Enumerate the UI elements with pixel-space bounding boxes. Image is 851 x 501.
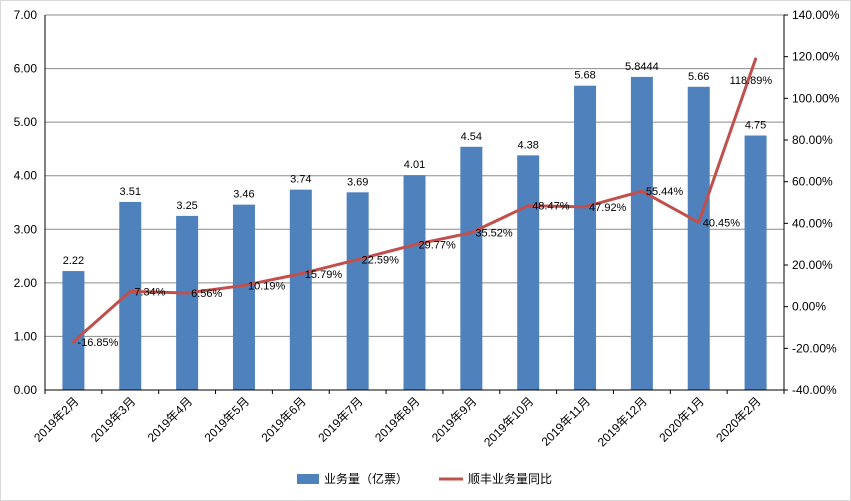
line-value-label: 6.56%: [191, 288, 222, 300]
y-right-tick-label: 20.00%: [792, 258, 833, 272]
line-point: [413, 243, 416, 247]
legend-label-bar: 业务量（亿票）: [324, 471, 408, 486]
bar: [289, 189, 312, 390]
x-tick-label: 2019年12月: [595, 394, 650, 449]
line-point: [526, 204, 530, 208]
y-left-tick-label: 1.00: [14, 329, 38, 343]
line-point: [583, 205, 587, 209]
bar: [62, 271, 85, 390]
line-point: [469, 231, 473, 235]
y-right-tick-label: -20.00%: [792, 341, 837, 355]
bar: [574, 85, 597, 390]
bar-value-label: 4.01: [404, 159, 425, 171]
bar-value-label: 2.22: [63, 255, 84, 267]
line-point: [356, 258, 360, 262]
x-tick-label: 2019年11月: [539, 394, 594, 449]
y-left-tick-label: 0.00: [14, 383, 38, 397]
bar: [630, 76, 653, 391]
y-right-tick-label: 0.00%: [792, 300, 826, 314]
bar-value-label: 5.66: [688, 71, 709, 83]
bar-series: [62, 76, 767, 391]
bar: [232, 204, 255, 390]
line-value-label: 15.79%: [305, 269, 343, 281]
line-point: [242, 283, 246, 287]
y-left-tick-label: 7.00: [14, 8, 38, 22]
bar: [346, 192, 369, 390]
line-point: [640, 189, 644, 193]
line-value-label: -16.85%: [77, 337, 118, 349]
bar-value-label: 3.51: [120, 186, 141, 198]
bar: [744, 135, 767, 390]
y-left-tick-label: 6.00: [14, 62, 38, 76]
line-point: [71, 340, 75, 344]
y-left-tick-label: 2.00: [14, 276, 38, 290]
x-tick-label: 2019年3月: [88, 394, 138, 444]
line-point: [185, 291, 189, 295]
bar: [403, 175, 426, 390]
x-tick-label: 2019年7月: [315, 394, 365, 444]
bar-value-label: 3.25: [176, 200, 197, 212]
line-value-label: 35.52%: [475, 228, 513, 240]
x-tick-label: 2020年2月: [713, 394, 763, 444]
x-tick-label: 2019年8月: [372, 394, 422, 444]
y-left-tick-label: 3.00: [14, 222, 38, 236]
legend: 业务量（亿票） 顺丰业务量同比: [297, 471, 552, 486]
bar: [119, 201, 142, 390]
y-left-tick-label: 4.00: [14, 169, 38, 183]
line-value-label: 29.77%: [419, 240, 457, 252]
line-point: [697, 220, 701, 224]
bar-value-label: 5.8444: [625, 61, 659, 73]
x-tick-label: 2019年10月: [481, 394, 536, 449]
line-value-label: 47.92%: [589, 202, 627, 214]
y-left-tick-label: 5.00: [14, 115, 38, 129]
y-right-tick-label: 120.00%: [792, 50, 840, 64]
line-value-label: 55.44%: [646, 186, 684, 198]
data-labels: 2.22 3.51 3.25 3.46 3.74 3.69 4.01 4.54 4.38 5.68…: [63, 61, 773, 349]
bar-value-label: 4.54: [461, 131, 482, 143]
bar-value-label: 3.69: [347, 176, 368, 188]
x-tick-label: 2019年9月: [429, 394, 479, 444]
line-value-label: 48.47%: [532, 201, 570, 213]
line-value-label: 40.45%: [703, 217, 741, 229]
bar-value-label: 4.75: [745, 120, 766, 132]
bar: [176, 215, 199, 390]
line-value-label: 22.59%: [362, 255, 400, 267]
bar-value-label: 5.68: [574, 70, 595, 82]
x-tick-label: 2020年1月: [656, 394, 706, 444]
line-point: [299, 272, 303, 276]
legend-swatch-bar: [297, 474, 319, 484]
bar: [517, 155, 540, 390]
bar-value-label: 3.46: [233, 189, 254, 201]
y-right-tick-label: 60.00%: [792, 175, 833, 189]
x-tick-label: 2019年5月: [202, 394, 252, 444]
line-value-label: 118.89%: [730, 75, 773, 87]
line-point: [128, 289, 132, 293]
line-value-label: 10.19%: [248, 280, 286, 292]
x-tick-label: 2019年4月: [145, 394, 195, 444]
bar-value-label: 3.74: [290, 174, 311, 186]
bar: [460, 146, 483, 390]
y-right-tick-label: -40.00%: [792, 383, 837, 397]
line-point: [754, 57, 758, 61]
y-right-tick-label: 80.00%: [792, 133, 833, 147]
x-tick-label: 2019年6月: [258, 394, 308, 444]
line-series: [71, 57, 758, 344]
y-right-tick-label: 140.00%: [792, 8, 840, 22]
y-right-tick-label: 100.00%: [792, 91, 840, 105]
line-value-label: 7.34%: [134, 286, 165, 298]
y-right-tick-label: 40.00%: [792, 216, 833, 230]
bar: [687, 86, 710, 391]
legend-label-line: 顺丰业务量同比: [468, 471, 552, 486]
x-tick-label: 2019年2月: [31, 394, 81, 444]
bar-value-label: 4.38: [517, 139, 538, 151]
